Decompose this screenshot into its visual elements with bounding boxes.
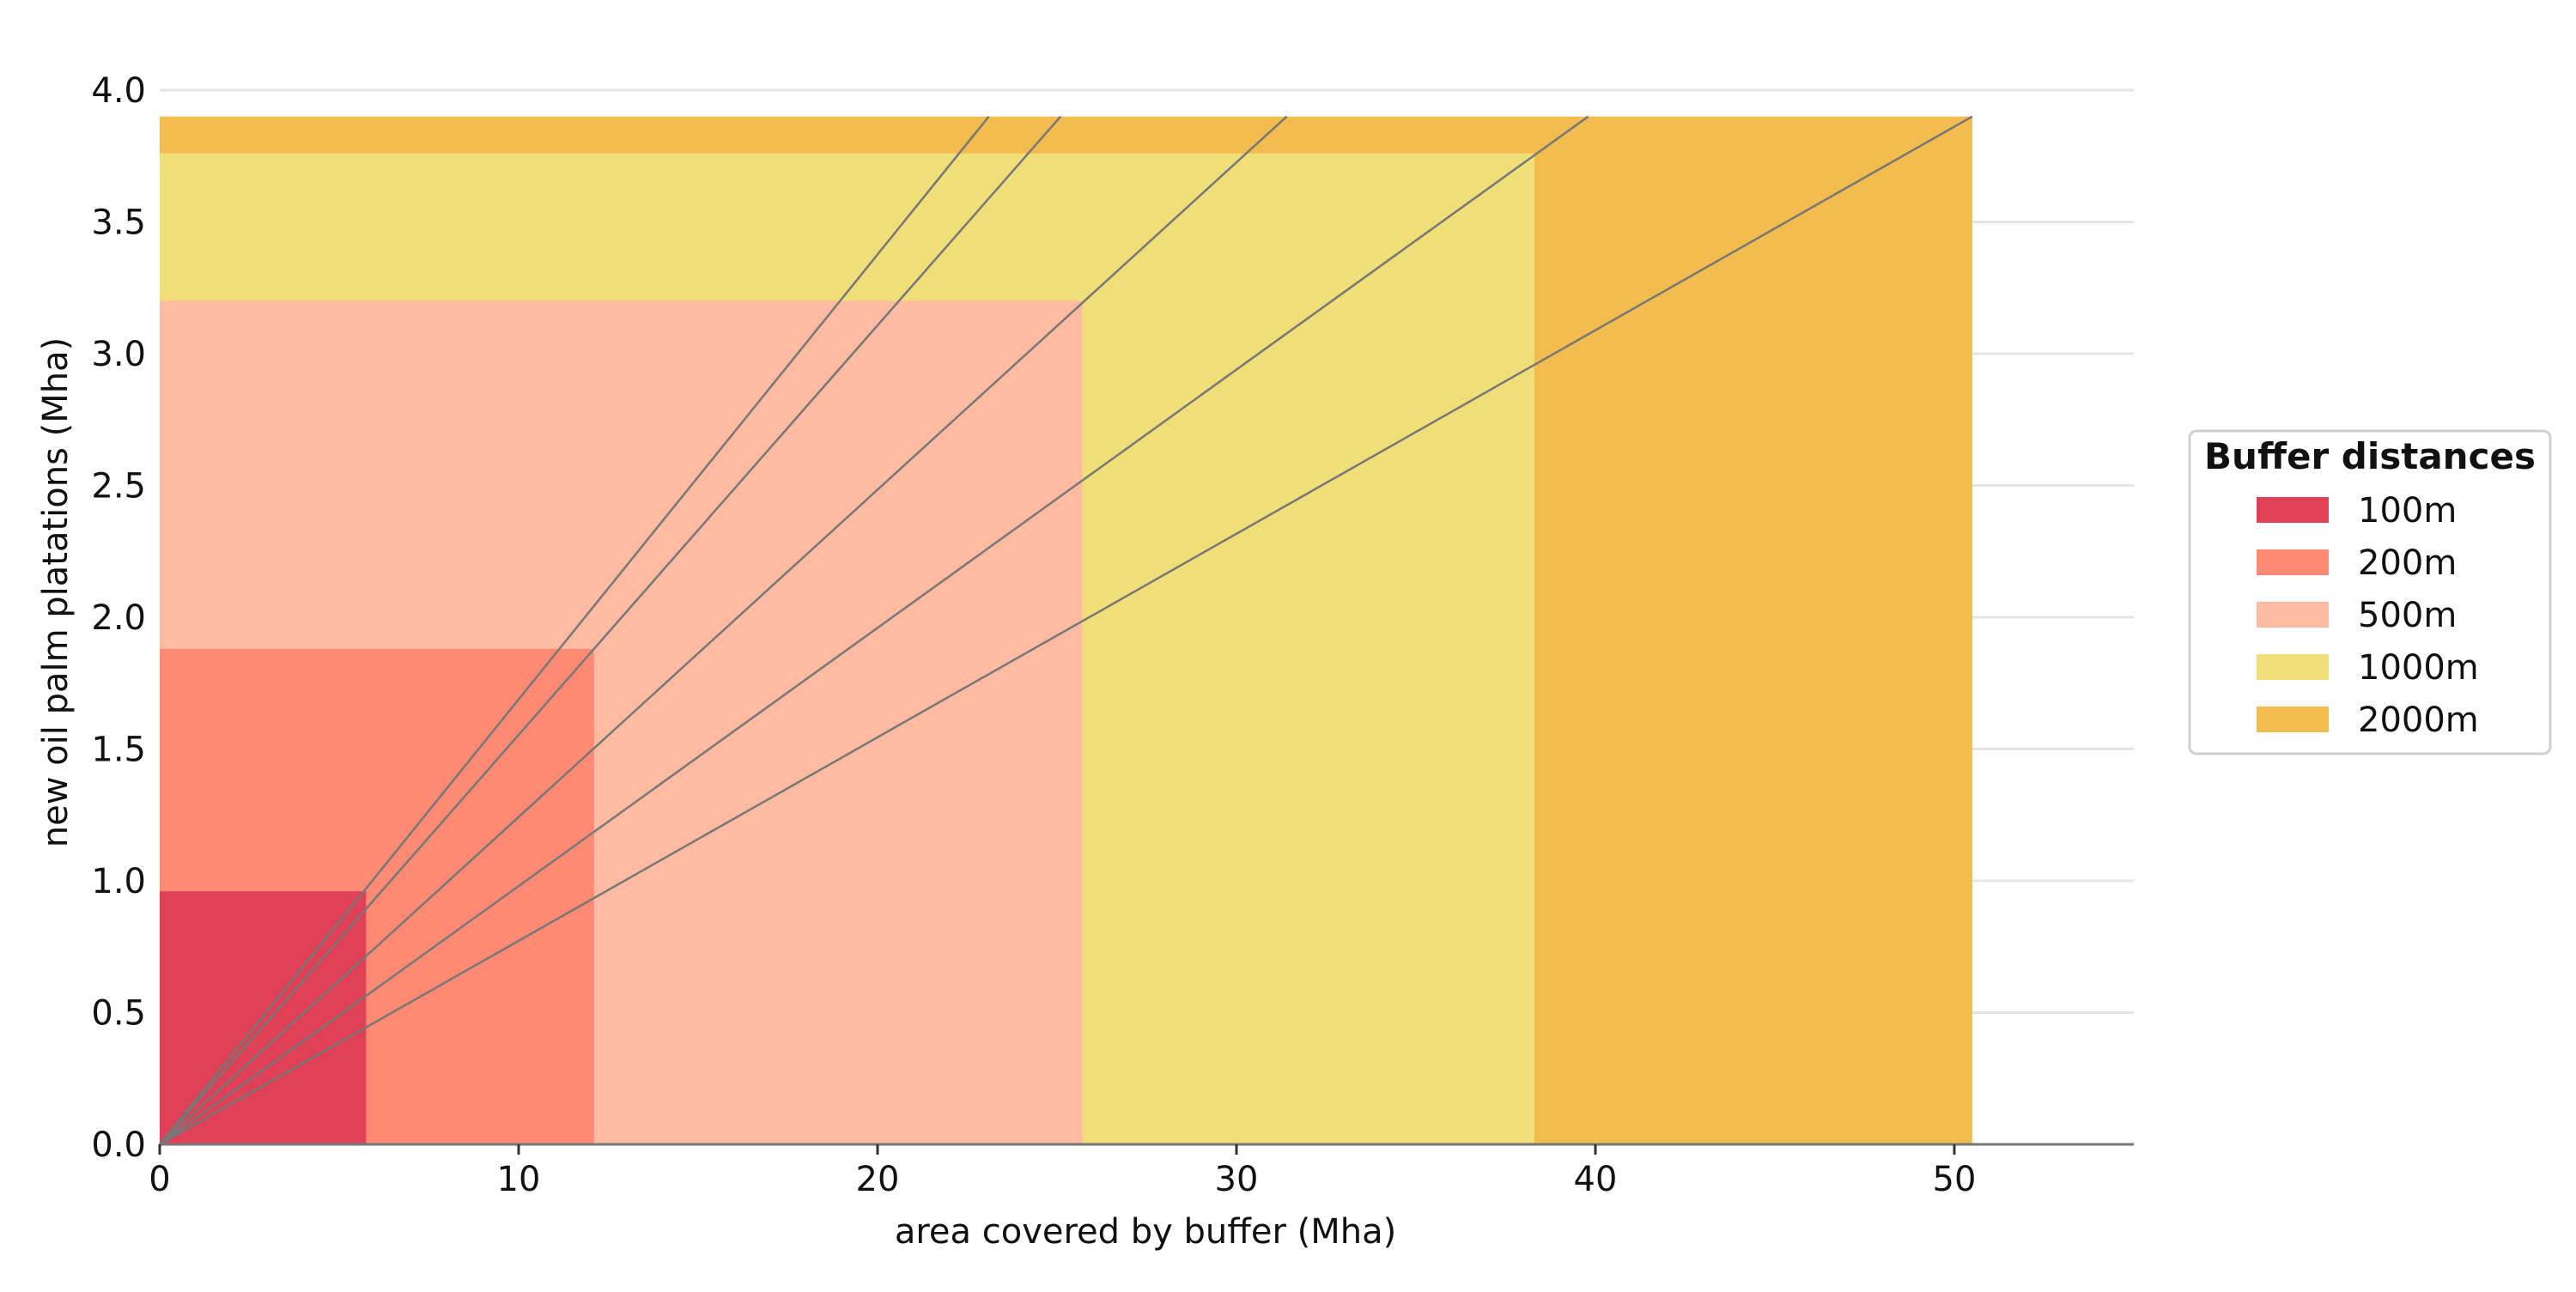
legend-swatch-100m bbox=[2257, 497, 2329, 523]
x-tick-label: 0 bbox=[149, 1160, 170, 1199]
y-tick-label: 1.5 bbox=[91, 731, 146, 770]
legend-label-100m: 100m bbox=[2358, 491, 2457, 531]
y-tick-label: 3.5 bbox=[91, 203, 146, 243]
legend-swatch-1000m bbox=[2257, 654, 2329, 680]
y-tick-label: 2.5 bbox=[91, 467, 146, 506]
x-tick-label: 50 bbox=[1933, 1160, 1977, 1199]
legend-swatch-2000m bbox=[2257, 707, 2329, 732]
y-tick-label: 4.0 bbox=[91, 71, 146, 111]
y-tick-label: 0.5 bbox=[91, 994, 146, 1034]
legend-label-200m: 200m bbox=[2358, 543, 2457, 583]
y-tick-label: 2.0 bbox=[91, 598, 146, 638]
x-tick-label: 30 bbox=[1215, 1160, 1259, 1199]
legend-swatch-200m bbox=[2257, 549, 2329, 575]
x-axis-title: area covered by buffer (Mha) bbox=[895, 1212, 1396, 1252]
reference-line bbox=[159, 115, 1973, 1146]
reference-lines-layer bbox=[159, 115, 1973, 1146]
y-tick-label: 0.0 bbox=[91, 1125, 146, 1165]
legend: Buffer distances 100m 200m 500m 1000m 2000m bbox=[2188, 429, 2552, 755]
reference-line bbox=[159, 115, 1288, 1145]
legend-title: Buffer distances bbox=[2204, 435, 2536, 477]
legend-swatch-500m bbox=[2257, 602, 2329, 628]
reference-line bbox=[159, 115, 1062, 1145]
y-tick-label: 1.0 bbox=[91, 862, 146, 901]
y-axis-title: new oil palm platations (Mha) bbox=[36, 337, 76, 847]
legend-label-2000m: 2000m bbox=[2358, 701, 2479, 740]
x-tick-label: 10 bbox=[497, 1160, 541, 1199]
legend-label-1000m: 1000m bbox=[2358, 648, 2479, 688]
x-tick-label: 20 bbox=[856, 1160, 900, 1199]
axes-layer: 0.0 0.5 1.0 1.5 2.0 2.5 3.0 3.5 4.0 0 10 20 30 40 50 bbox=[91, 71, 2134, 1199]
reference-line bbox=[159, 115, 990, 1145]
legend-items: 100m 200m 500m 1000m 2000m bbox=[2257, 491, 2479, 740]
legend-label-500m: 500m bbox=[2358, 596, 2457, 635]
y-tick-label: 3.0 bbox=[91, 335, 146, 374]
reference-line bbox=[159, 115, 1589, 1146]
x-tick-label: 40 bbox=[1574, 1160, 1618, 1199]
